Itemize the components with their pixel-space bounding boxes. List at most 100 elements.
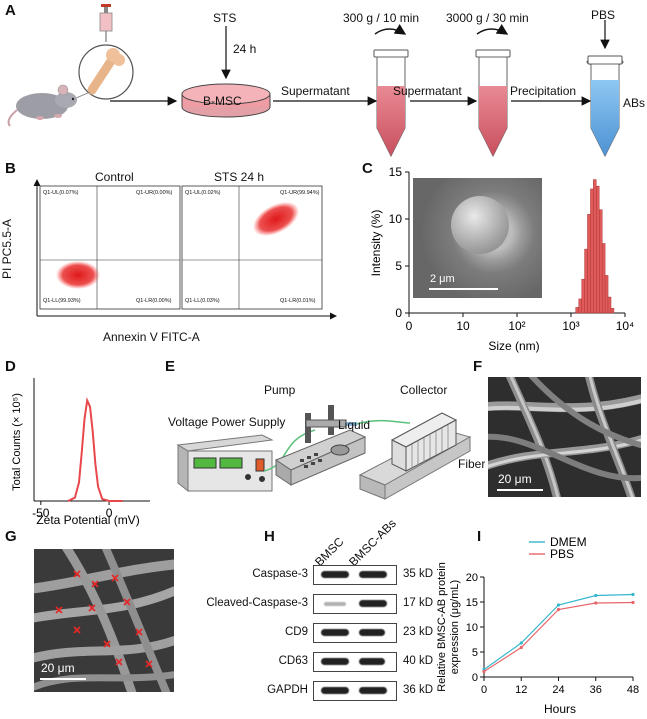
panel-label-i: I bbox=[477, 528, 482, 545]
g-scale-text: 20 μm bbox=[41, 661, 75, 675]
c-x-tick-label: 10 bbox=[456, 319, 470, 333]
spin1-label: 300 g / 10 min bbox=[343, 11, 420, 25]
c-size-bar bbox=[610, 308, 615, 314]
c-size-bar bbox=[604, 275, 609, 314]
c-scale-text: 2 μm bbox=[430, 273, 455, 285]
wb-row-name: Caspase-3 bbox=[252, 568, 308, 580]
c-y-tick-label: 0 bbox=[395, 306, 402, 320]
d-y-axis-label: Total Counts (× 10⁵) bbox=[11, 393, 23, 491]
g-scale-bar bbox=[40, 678, 86, 680]
i-x-tick-label: 24 bbox=[552, 684, 564, 696]
i-data-point bbox=[482, 669, 486, 674]
wb-row-name: Cleaved-Caspase-3 bbox=[206, 597, 308, 609]
c-size-bar bbox=[587, 214, 591, 314]
i-data-point bbox=[556, 607, 561, 612]
sts-title: STS 24 h bbox=[214, 170, 265, 184]
c-size-bar bbox=[581, 278, 585, 314]
c-size-bar bbox=[596, 185, 600, 314]
ctrl-ll: Q1-LL(99.93%) bbox=[43, 298, 81, 304]
fiber-label: Fiber bbox=[458, 457, 486, 471]
electrospinning-setup-diagram bbox=[176, 405, 472, 500]
c-size-bar bbox=[593, 179, 597, 314]
petri-dish-icon bbox=[181, 83, 271, 118]
d-x-axis-label: Zeta Potential (mV) bbox=[36, 513, 139, 527]
ab-markers bbox=[55, 570, 153, 668]
i-series-line bbox=[483, 601, 634, 673]
c-size-bar bbox=[584, 248, 588, 314]
centrifuge-tube-2 bbox=[475, 24, 511, 158]
step3-label: Precipitation bbox=[510, 84, 577, 98]
wb-row-name: CD9 bbox=[284, 626, 308, 638]
d-x-tick-label: -50 bbox=[32, 506, 50, 520]
zeta-potential-chart: -50 0 Total Counts (× 10⁵) Zeta Potential… bbox=[11, 378, 150, 527]
i-y-tick-label: 0 bbox=[472, 672, 478, 684]
step2-label: Supermatant bbox=[393, 84, 462, 98]
i-x-tick-label: 36 bbox=[590, 684, 602, 696]
i-x-tick-label: 48 bbox=[627, 684, 639, 696]
f-scale-text: 20 μm bbox=[498, 472, 532, 486]
wb-row-kd: 36 kD bbox=[403, 684, 434, 696]
f-scale-bar bbox=[497, 489, 543, 491]
i-x-tick-label: 12 bbox=[515, 684, 527, 696]
mouse-icon bbox=[7, 84, 77, 127]
bone-magnifier-icon bbox=[57, 44, 134, 107]
i-y-tick-label: 15 bbox=[466, 597, 478, 609]
wb-row-kd: 17 kD bbox=[403, 597, 434, 609]
i-y-tick-label: 10 bbox=[466, 622, 478, 634]
i-data-point bbox=[594, 593, 598, 598]
panel-label-g: G bbox=[5, 528, 17, 545]
wb-blot bbox=[313, 594, 397, 614]
i-y-axis-label-line2: expression (μg/mL) bbox=[449, 580, 461, 674]
wb-blot bbox=[313, 681, 397, 701]
c-x-tick-label: 10⁴ bbox=[616, 319, 635, 333]
i-y-tick-label: 5 bbox=[472, 647, 478, 659]
c-size-bar bbox=[590, 188, 594, 314]
centrifuge-tube-3 bbox=[586, 20, 624, 158]
c-size-bar bbox=[578, 298, 582, 314]
pump-label: Pump bbox=[264, 383, 296, 397]
time-label: 24 h bbox=[233, 42, 257, 56]
i-legend-label: PBS bbox=[550, 547, 574, 561]
pbs-label: PBS bbox=[591, 8, 616, 22]
i-data-point bbox=[519, 645, 523, 650]
power-supply-label: Voltage Power Supply bbox=[168, 415, 286, 429]
panel-label-c: C bbox=[362, 160, 373, 177]
i-x-axis-label: Hours bbox=[544, 702, 576, 716]
sts-cell-cluster bbox=[252, 201, 300, 237]
wb-blot bbox=[313, 565, 397, 585]
i-y-tick-label: 20 bbox=[466, 572, 478, 584]
fiber-with-abs-sem-image bbox=[34, 549, 174, 692]
spin2-label: 3000 g / 30 min bbox=[446, 11, 529, 25]
size-distribution-chart: 0 10 10² 10³ 10⁴ 0 5 10 15 Intensity (%) Size (n… bbox=[369, 165, 635, 353]
flow-cytometry-plots bbox=[33, 179, 337, 320]
panel-a-workflow-diagram bbox=[7, 4, 624, 158]
c-x-axis-label: Size (nm) bbox=[488, 339, 539, 353]
lane-bmsc-label: BMSC bbox=[312, 534, 347, 569]
c-y-tick-label: 10 bbox=[389, 212, 403, 226]
sts-ul: Q1-UL(0.02%) bbox=[185, 190, 221, 196]
i-data-point bbox=[556, 603, 561, 607]
panel-label-d: D bbox=[5, 358, 16, 375]
panel-label-f: F bbox=[473, 358, 483, 375]
ctrl-ul: Q1-UL(0.07%) bbox=[43, 190, 79, 196]
liquid-label: Liquid bbox=[338, 418, 371, 432]
c-scale-bar bbox=[429, 288, 498, 290]
c-x-tick-label: 10³ bbox=[562, 319, 579, 333]
c-x-tick-label: 10² bbox=[508, 319, 525, 333]
i-legend-label: DMEM bbox=[550, 535, 587, 549]
wb-row-kd: 23 kD bbox=[403, 626, 434, 638]
wb-row-name: GAPDH bbox=[267, 684, 308, 696]
zeta-curve bbox=[67, 396, 123, 502]
ctrl-lr: Q1-LR(0.00%) bbox=[136, 298, 172, 304]
vesicle-sem-image: 2 μm bbox=[413, 178, 542, 298]
syringe-pump-icon bbox=[274, 405, 367, 486]
wb-blot bbox=[313, 652, 397, 672]
c-x-tick-label: 0 bbox=[406, 319, 413, 333]
step1-label: Supermatant bbox=[281, 84, 350, 98]
syringe-icon bbox=[99, 4, 113, 42]
control-cell-cluster bbox=[56, 261, 100, 289]
c-y-tick-label: 5 bbox=[395, 259, 402, 273]
c-size-bar bbox=[599, 209, 603, 314]
c-y-axis-label: Intensity (%) bbox=[369, 210, 383, 277]
